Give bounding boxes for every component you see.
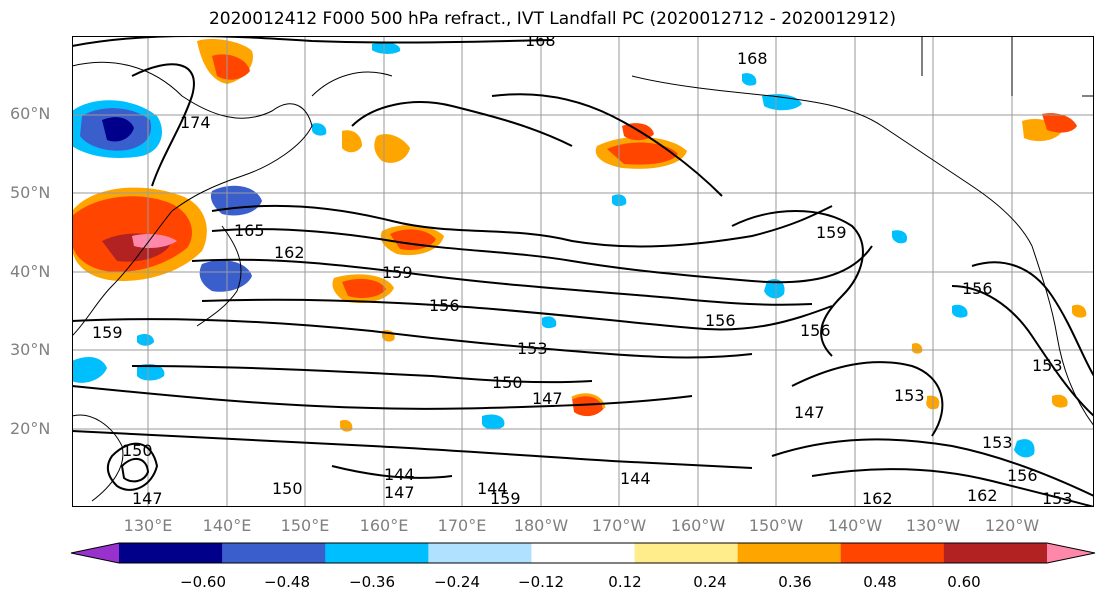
contour-label: 153 xyxy=(517,339,548,358)
colorbar-segment xyxy=(737,543,842,563)
contour-label: 159 xyxy=(92,323,123,342)
lon-label: 160°E xyxy=(359,516,409,535)
map-title: 2020012412 F000 500 hPa refract., IVT La… xyxy=(208,9,896,29)
graticule xyxy=(72,36,1094,507)
colorbar-tick-label: −0.60 xyxy=(180,573,226,591)
contour-label: 162 xyxy=(862,489,893,507)
contour-label: 153 xyxy=(1032,356,1063,375)
contour-label-layer: 168 168 174 165 162 159 156 159 153 150 … xyxy=(92,36,1073,507)
colorbar-outline xyxy=(70,542,1096,564)
lon-label: 140°E xyxy=(202,516,252,535)
height-contours xyxy=(72,36,1094,507)
lon-label: 170°W xyxy=(591,516,647,535)
colorbar-segment xyxy=(531,543,636,563)
contour-label: 159 xyxy=(816,223,847,242)
contour-label: 144 xyxy=(384,465,415,484)
contour-label: 156 xyxy=(705,311,736,330)
contour-label: 162 xyxy=(967,486,998,505)
contour-label: 156 xyxy=(962,279,993,298)
map-panel: 168 168 174 165 162 159 156 159 153 150 … xyxy=(72,36,1094,507)
contour-label: 156 xyxy=(429,296,460,315)
colorbar-tick-label: −0.48 xyxy=(264,573,310,591)
contour-label: 159 xyxy=(382,263,413,282)
colorbar-tick-label: −0.24 xyxy=(434,573,480,591)
coastlines xyxy=(72,36,1094,502)
colorbar-tick-label: 0.36 xyxy=(778,573,812,591)
colorbar-tick-label: 0.60 xyxy=(947,573,981,591)
colorbar-segment xyxy=(634,543,739,563)
colorbar-segment xyxy=(840,543,945,563)
colorbar-segment xyxy=(943,543,1048,563)
lon-label: 170°E xyxy=(437,516,487,535)
lat-label: 30°N xyxy=(10,340,51,359)
contour-label: 147 xyxy=(132,489,163,507)
contour-label: 168 xyxy=(525,36,556,50)
colorbar-segment xyxy=(71,543,119,563)
colorbar-tick-label: −0.12 xyxy=(518,573,564,591)
lat-label: 20°N xyxy=(10,419,51,438)
map-canvas: 168 168 174 165 162 159 156 159 153 150 … xyxy=(72,36,1094,507)
contour-label: 174 xyxy=(180,113,211,132)
contour-label: 144 xyxy=(477,479,508,498)
lon-label: 120°W xyxy=(984,516,1040,535)
anomaly-fill-layer xyxy=(72,39,1087,458)
lon-label: 150°W xyxy=(748,516,804,535)
map-frame xyxy=(72,36,1094,507)
contour-label: 168 xyxy=(737,49,768,68)
colorbar-segment xyxy=(428,543,532,563)
lon-label: 130°W xyxy=(905,516,961,535)
colorbar-segment xyxy=(1047,543,1095,563)
colorbar-tick-label: −0.36 xyxy=(349,573,395,591)
colorbar-segment xyxy=(325,543,429,563)
contour-label: 162 xyxy=(274,243,305,262)
contour-label: 156 xyxy=(1007,466,1038,485)
contour-label: 150 xyxy=(492,373,523,392)
contour-label: 144 xyxy=(620,469,651,488)
contour-label: 156 xyxy=(800,321,831,340)
contour-label: 150 xyxy=(272,479,303,498)
lon-label: 160°W xyxy=(670,516,726,535)
lon-label: 150°E xyxy=(280,516,330,535)
contour-label: 153 xyxy=(894,386,925,405)
contour-label: 147 xyxy=(532,389,563,408)
contour-label: 153 xyxy=(1042,489,1073,507)
contour-label: 147 xyxy=(384,483,415,502)
contour-label: 153 xyxy=(982,433,1013,452)
colorbar-tick-label: 0.48 xyxy=(863,573,897,591)
colorbar xyxy=(70,542,1096,564)
lat-label: 40°N xyxy=(10,262,51,281)
contour-label: 159 xyxy=(490,489,521,507)
colorbar-segment xyxy=(222,543,326,563)
lon-label: 180°W xyxy=(513,516,569,535)
lon-label: 130°E xyxy=(123,516,173,535)
lat-label: 50°N xyxy=(10,183,51,202)
lat-label: 60°N xyxy=(10,104,51,123)
colorbar-tick-label: 0.12 xyxy=(608,573,642,591)
contour-label: 147 xyxy=(794,403,825,422)
contour-label: 150 xyxy=(122,441,153,460)
colorbar-segment xyxy=(119,543,223,563)
contour-label: 165 xyxy=(234,221,265,240)
lon-label: 140°W xyxy=(827,516,883,535)
colorbar-tick-label: 0.24 xyxy=(693,573,727,591)
